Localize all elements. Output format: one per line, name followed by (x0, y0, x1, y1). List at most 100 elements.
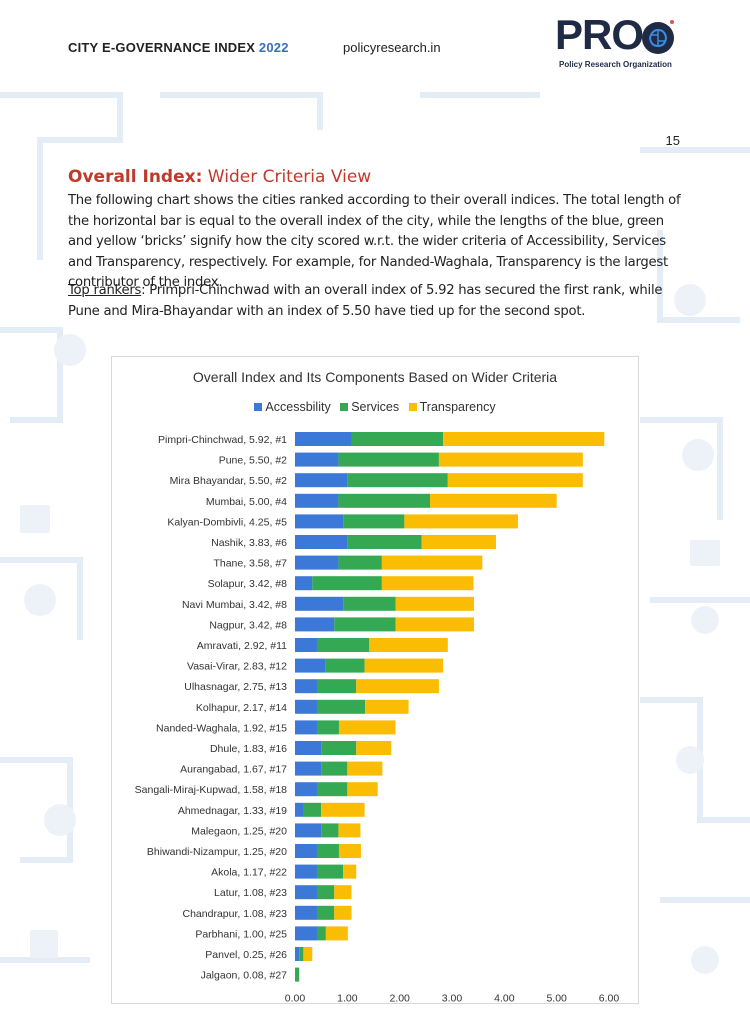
top-rankers-text: : Primpri-Chinchwad with an overall inde… (68, 283, 663, 319)
bar-segment-accessibility (295, 493, 339, 508)
category-label: Latur, 1.08, #23 (214, 887, 287, 899)
chart-title: Overall Index and Its Components Based o… (192, 369, 558, 385)
bar-segment-services (316, 885, 335, 900)
legend-swatch-transparency (408, 403, 417, 411)
bar-segment-transparency (395, 596, 474, 611)
bar-segment-transparency (347, 761, 383, 776)
bar-segment-services (343, 514, 405, 529)
bar-segment-transparency (338, 823, 361, 838)
bar-segment-accessibility (295, 699, 317, 714)
category-label: Kalyan-Dombivli, 4.25, #5 (167, 516, 287, 528)
bar-segment-accessibility (295, 432, 352, 446)
bar-segment-services (316, 720, 339, 735)
bar-segment-accessibility (295, 452, 339, 467)
bar-segment-accessibility (295, 802, 304, 817)
bar-segment-accessibility (295, 535, 348, 549)
bar-segment-accessibility (295, 782, 317, 797)
bar-segment-accessibility (295, 596, 344, 611)
chart-container: Overall Index and Its Components Based o… (111, 356, 639, 1004)
category-label: Chandrapur, 1.08, #23 (183, 908, 288, 920)
bar-segment-accessibility (295, 638, 317, 652)
bar-segment-services (338, 555, 382, 570)
x-tick-label: 3.00 (442, 993, 463, 1003)
bar-segment-accessibility (295, 473, 348, 488)
legend-label-transparency: Transparency (419, 400, 496, 414)
bar-segment-transparency (381, 576, 474, 591)
bar-segment-services (316, 864, 344, 879)
bar-segment-accessibility (295, 947, 300, 961)
category-label: Navi Mumbai, 3.42, #8 (182, 599, 287, 611)
x-tick-label: 5.00 (546, 993, 567, 1003)
category-label: Thane, 3.58, #7 (213, 558, 287, 570)
legend-item-accessibility: Accessbility (254, 400, 331, 414)
legend-item-transparency: Transparency (408, 400, 496, 414)
bar-segment-services (334, 617, 396, 632)
legend-label-accessibility: Accessbility (265, 400, 331, 414)
bar-segment-transparency (447, 473, 583, 488)
bar-segment-transparency (325, 926, 348, 941)
bar-segment-services (303, 802, 322, 817)
logo: PRO Policy Research Organization (555, 12, 685, 74)
category-label: Solapur, 3.42, #8 (208, 578, 288, 590)
stacked-bar-chart: Pimpri-Chinchwad, 5.92, #1 Pune, 5.50, #2… (135, 432, 620, 1003)
report-year: 2022 (258, 40, 289, 55)
bar-segment-transparency (381, 555, 483, 570)
x-tick-label: 1.00 (337, 993, 358, 1003)
bar-segment-services (325, 658, 365, 673)
bar-segment-services (347, 535, 422, 549)
x-tick-label: 0.00 (285, 993, 306, 1003)
category-label: Pimpri-Chinchwad, 5.92, #1 (158, 434, 287, 446)
category-label: Akola, 1.17, #22 (211, 867, 287, 879)
category-label: Mumbai, 5.00, #4 (206, 496, 287, 508)
x-tick-label: 4.00 (494, 993, 515, 1003)
bar-segment-transparency (430, 493, 557, 508)
bar-segment-accessibility (295, 720, 317, 735)
bar-segment-services (321, 741, 357, 755)
category-label: Mira Bhayandar, 5.50, #2 (170, 475, 287, 487)
bar-segment-accessibility (295, 844, 317, 858)
bar-segment-transparency (356, 679, 439, 694)
bar-segment-transparency (303, 947, 313, 961)
bar-segment-services (316, 679, 357, 694)
x-tick-label: 6.00 (599, 993, 620, 1003)
x-tick-label: 2.00 (389, 993, 410, 1003)
category-label: Nagpur, 3.42, #8 (209, 619, 287, 631)
section-heading: Overall Index: Wider Criteria View (68, 167, 371, 187)
bar-segment-accessibility (295, 514, 344, 529)
bar-segment-services (347, 473, 448, 488)
category-label: Amravati, 2.92, #11 (197, 640, 287, 652)
bar-segment-services (316, 782, 348, 797)
brain-icon (642, 20, 674, 54)
category-label: Jalgaon, 0.08, #27 (201, 970, 288, 982)
bar-segment-accessibility (295, 576, 313, 591)
report-title-text: CITY E-GOVERNANCE INDEX (68, 40, 256, 55)
category-label: Nashik, 3.83, #6 (211, 537, 287, 549)
bar-segment-transparency (334, 885, 352, 900)
bar-segment-transparency (443, 432, 605, 446)
bar-segment-services (316, 638, 370, 652)
logo-subtitle: Policy Research Organization (559, 60, 672, 69)
page-number: 15 (665, 133, 680, 148)
bar-segment-services (316, 699, 366, 714)
bar-segment-services (316, 926, 326, 941)
bar-segment-services (299, 947, 304, 961)
category-label: Ulhasnagar, 2.75, #13 (184, 681, 287, 693)
category-label: Dhule, 1.83, #16 (210, 743, 287, 755)
bar-segment-transparency (343, 864, 357, 879)
bar-segment-accessibility (295, 926, 317, 941)
legend-swatch-services (340, 403, 349, 411)
bar-segment-accessibility (295, 658, 326, 673)
bar-segment-transparency (438, 452, 583, 467)
bar-segment-transparency (421, 535, 496, 549)
bar-segment-services (295, 967, 300, 982)
section-heading-strong: Overall Index: (68, 167, 203, 187)
bar-segment-accessibility (295, 905, 317, 920)
intro-paragraph: The following chart shows the cities ran… (68, 193, 681, 291)
section-heading-light: Wider Criteria View (207, 167, 372, 187)
chart-legend: Accessbility Services Transparency (112, 400, 638, 414)
bar-segment-transparency (395, 617, 474, 632)
bar-segment-transparency (364, 658, 444, 673)
bar-segment-transparency (404, 514, 518, 529)
category-label: Pune, 5.50, #2 (219, 455, 287, 467)
bar-segment-services (321, 823, 339, 838)
